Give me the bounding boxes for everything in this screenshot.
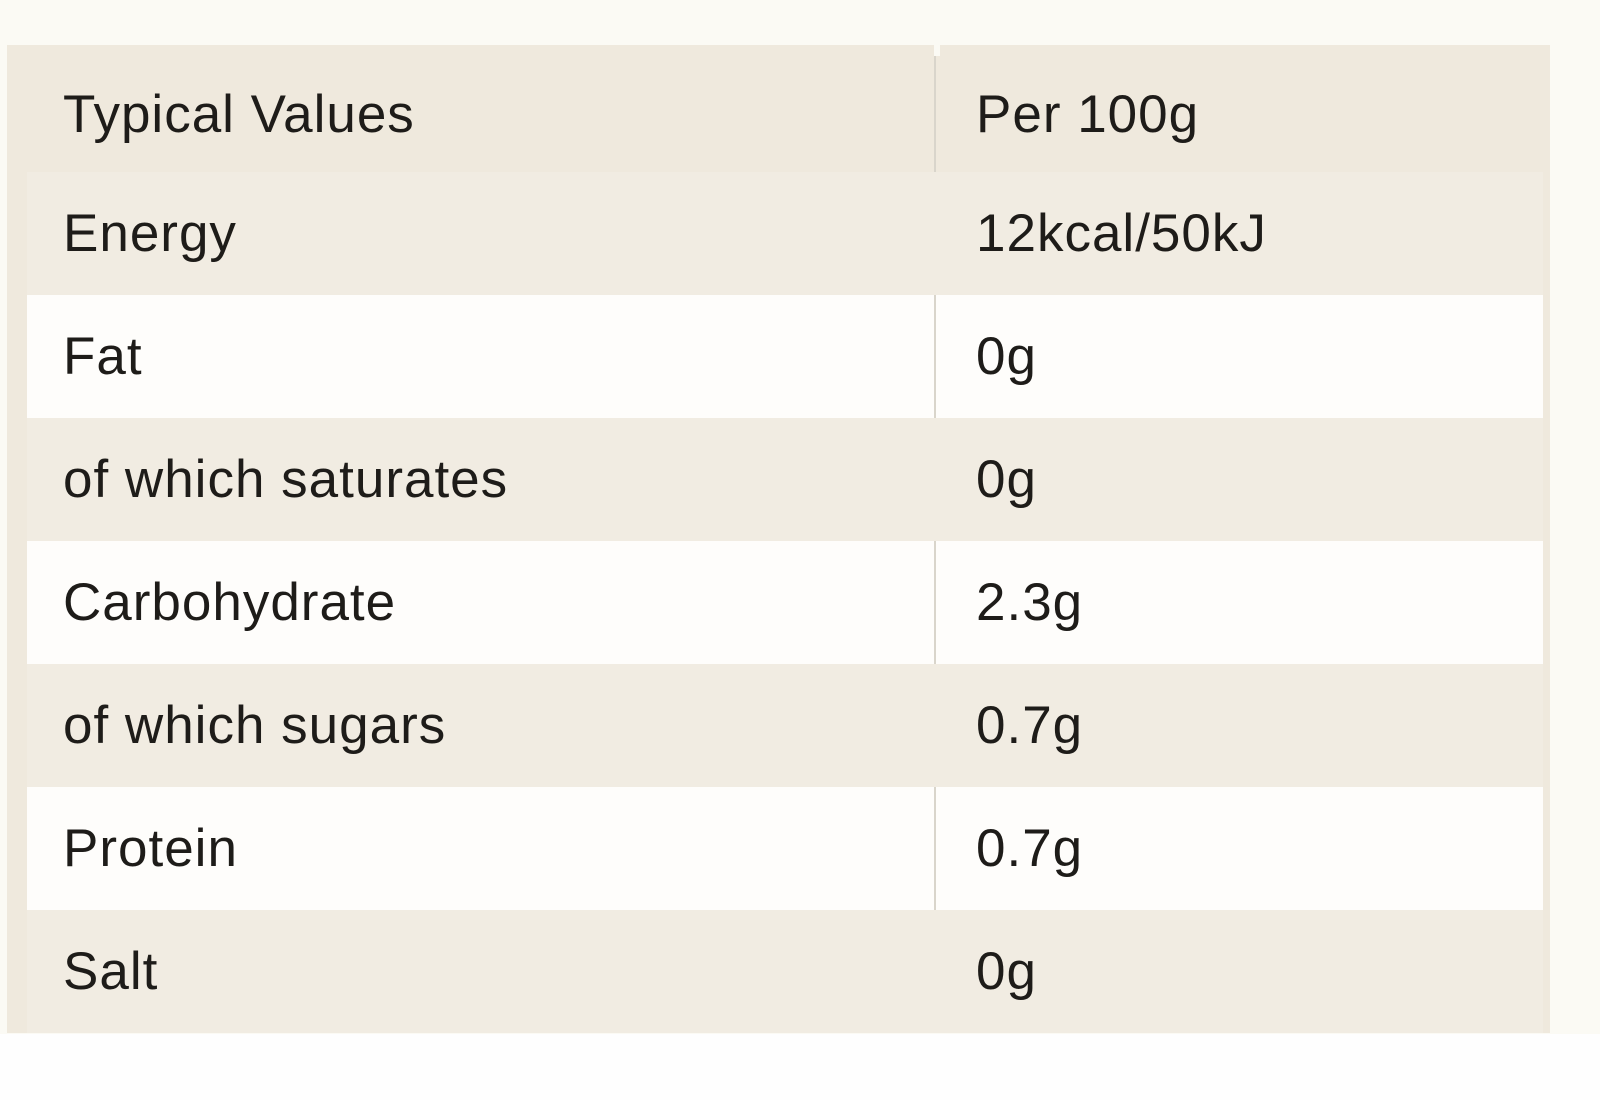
row-value: 0.7g — [976, 819, 1084, 878]
row-label: Protein — [27, 787, 936, 910]
table-row-protein: Protein 0.7g — [27, 787, 1543, 910]
row-value: 0g — [976, 450, 1037, 509]
nutrition-table: Typical Values Per 100g Energy 12kcal/50… — [7, 45, 1550, 1033]
row-label: of which saturates — [63, 450, 509, 509]
table-row-fat: Fat 0g — [27, 295, 1543, 418]
row-label: of which sugars — [63, 696, 447, 755]
table-row-salt: Salt 0g — [27, 910, 1543, 1033]
table-row-saturates: of which saturates 0g — [27, 418, 1543, 541]
header-per-100g: Per 100g — [976, 84, 1200, 144]
row-value: 0g — [976, 942, 1037, 1001]
row-value: 2.3g — [976, 573, 1084, 632]
row-label: Carbohydrate — [27, 541, 936, 664]
row-label: Fat — [27, 295, 936, 418]
table-row-carbohydrate: Carbohydrate 2.3g — [27, 541, 1543, 664]
table-row-sugars: of which sugars 0.7g — [27, 664, 1543, 787]
row-value: 0.7g — [976, 696, 1084, 755]
row-label: Salt — [63, 942, 159, 1001]
header-typical-values: Typical Values — [27, 56, 936, 172]
row-value: 12kcal/50kJ — [976, 204, 1267, 263]
row-value: 0g — [976, 327, 1037, 386]
page-background-lower — [0, 1034, 1600, 1100]
table-header-row: Typical Values Per 100g — [27, 56, 1543, 172]
row-label: Energy — [63, 204, 237, 263]
table-top-border-gap — [934, 45, 940, 56]
table-row-energy: Energy 12kcal/50kJ — [27, 172, 1543, 295]
